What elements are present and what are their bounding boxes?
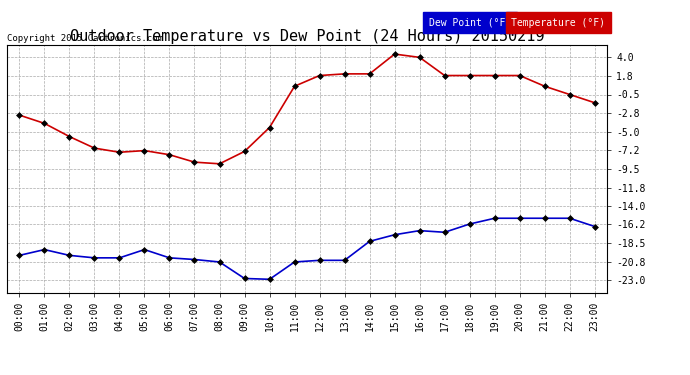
Legend: Dew Point (°F), Temperature (°F): Dew Point (°F), Temperature (°F) <box>427 15 607 30</box>
Title: Outdoor Temperature vs Dew Point (24 Hours) 20150219: Outdoor Temperature vs Dew Point (24 Hou… <box>70 29 544 44</box>
Text: Copyright 2015 Cartronics.com: Copyright 2015 Cartronics.com <box>7 33 163 42</box>
